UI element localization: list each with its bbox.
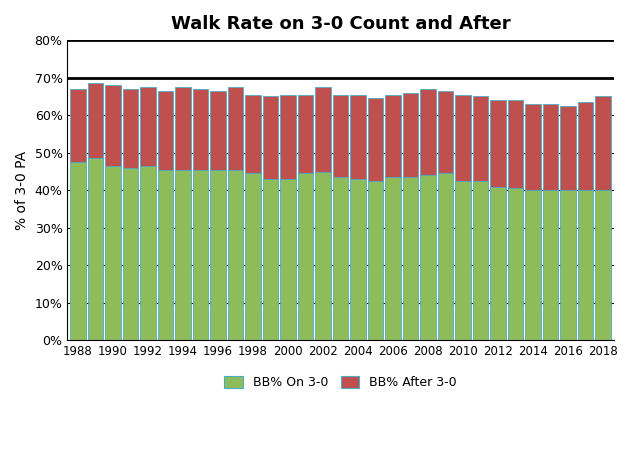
Bar <box>403 177 418 341</box>
Bar <box>490 187 506 341</box>
Bar <box>420 89 436 175</box>
Bar <box>245 173 261 341</box>
Bar <box>193 170 209 341</box>
Bar <box>508 189 524 341</box>
Bar <box>175 170 191 341</box>
Bar <box>385 177 401 341</box>
Bar <box>245 94 261 173</box>
Bar <box>70 89 86 162</box>
Bar <box>420 175 436 341</box>
Bar <box>350 179 366 341</box>
Bar <box>385 94 401 177</box>
Bar <box>333 177 348 341</box>
Bar <box>158 91 173 170</box>
Bar <box>105 166 121 341</box>
Bar <box>228 170 243 341</box>
Bar <box>158 170 173 341</box>
Bar <box>105 85 121 166</box>
Bar <box>87 158 103 341</box>
Bar <box>140 87 156 166</box>
Title: Walk Rate on 3-0 Count and After: Walk Rate on 3-0 Count and After <box>171 15 510 33</box>
Legend: BB% On 3-0, BB% After 3-0: BB% On 3-0, BB% After 3-0 <box>219 371 462 394</box>
Bar <box>297 173 313 341</box>
Bar <box>122 168 138 341</box>
Bar <box>543 190 559 341</box>
Bar <box>437 91 453 173</box>
Bar <box>490 100 506 187</box>
Bar <box>595 96 611 190</box>
Bar <box>350 94 366 179</box>
Bar <box>525 104 541 190</box>
Bar <box>228 87 243 170</box>
Bar <box>455 94 471 181</box>
Bar <box>70 162 86 341</box>
Bar <box>560 190 576 341</box>
Bar <box>578 190 593 341</box>
Bar <box>262 96 278 179</box>
Bar <box>368 181 384 341</box>
Bar <box>210 91 226 170</box>
Bar <box>508 100 524 189</box>
Bar <box>473 96 488 181</box>
Bar <box>280 94 296 179</box>
Bar <box>333 94 348 177</box>
Bar <box>560 106 576 190</box>
Y-axis label: % of 3-0 PA: % of 3-0 PA <box>15 151 29 230</box>
Bar <box>455 181 471 341</box>
Bar <box>595 190 611 341</box>
Bar <box>525 190 541 341</box>
Bar <box>543 104 559 190</box>
Bar <box>315 87 331 171</box>
Bar <box>175 87 191 170</box>
Bar <box>262 179 278 341</box>
Bar <box>87 83 103 158</box>
Bar <box>210 170 226 341</box>
Bar <box>368 98 384 181</box>
Bar <box>280 179 296 341</box>
Bar <box>315 171 331 341</box>
Bar <box>437 173 453 341</box>
Bar <box>403 93 418 177</box>
Bar <box>297 94 313 173</box>
Bar <box>473 181 488 341</box>
Bar <box>122 89 138 168</box>
Bar <box>140 166 156 341</box>
Bar <box>578 102 593 190</box>
Bar <box>193 89 209 170</box>
